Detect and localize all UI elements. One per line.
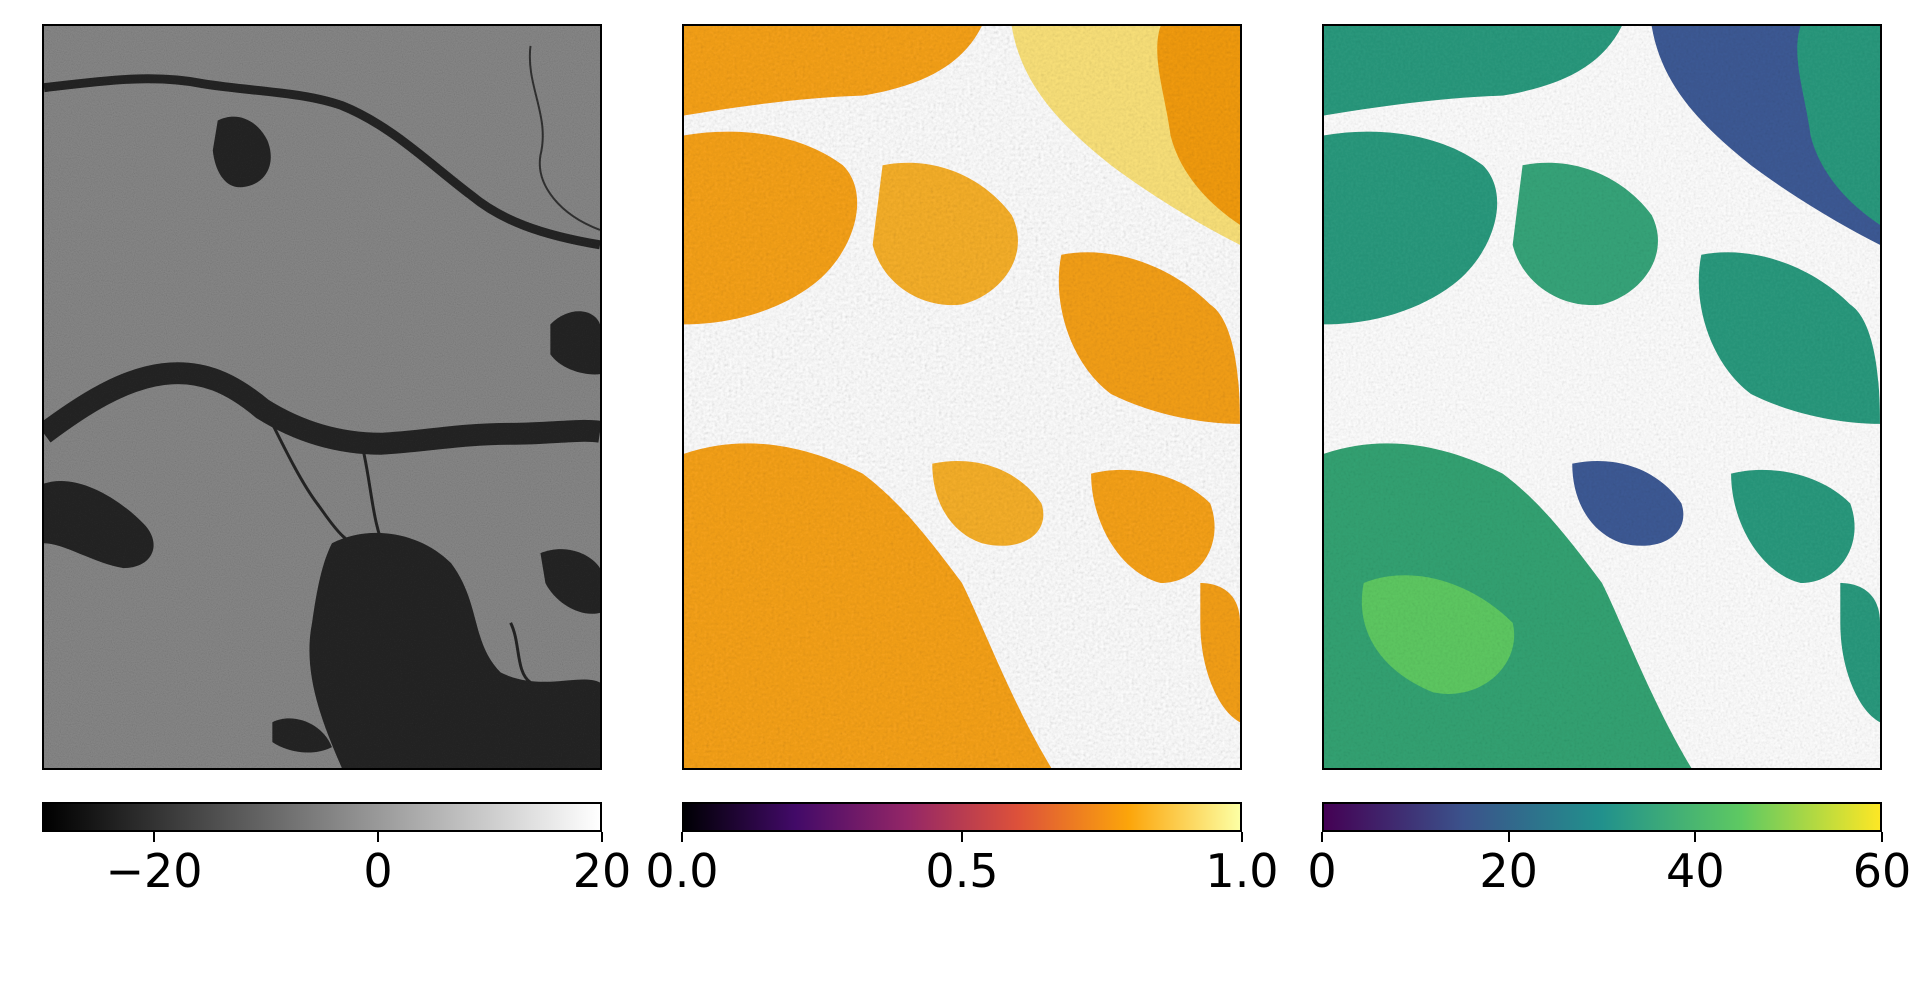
- colorbar-tick: [1241, 832, 1243, 842]
- height-image-panel: [1322, 24, 1882, 770]
- colorbar-tick-label: 60: [1852, 844, 1912, 898]
- colorbar-tick: [961, 832, 963, 842]
- colorbar-tick-label: 40: [1666, 844, 1725, 898]
- colorbar-tick-label: 20: [572, 844, 632, 898]
- colorbar-tick-label: 0: [363, 844, 393, 898]
- colorbar-tick-label: 0: [1307, 844, 1337, 898]
- colorbar-tick-label: 20: [1479, 844, 1538, 898]
- colorbar-tick-label: 1.0: [1205, 844, 1279, 898]
- colorbar-tick: [681, 832, 683, 842]
- colorbar-gray: [42, 802, 602, 832]
- fraction-image-panel: [682, 24, 1242, 770]
- colorbar-viridis: [1322, 802, 1882, 832]
- height-image: [1324, 26, 1880, 768]
- colorbar-tick: [1507, 832, 1510, 842]
- colorbar-tick: [1881, 832, 1883, 842]
- colorbar-inferno: [682, 802, 1242, 832]
- sar-image-panel: [42, 24, 602, 770]
- colorbar-tick-label: 0.5: [925, 844, 999, 898]
- colorbar-tick: [377, 832, 379, 842]
- colorbar-tick: [601, 832, 603, 842]
- colorbar-tick-label: −20: [105, 844, 203, 898]
- colorbar-tick-label: 0.0: [645, 844, 719, 898]
- colorbar-tick: [1321, 832, 1323, 842]
- colorbar-tick: [153, 832, 155, 842]
- colorbar-tick: [1694, 832, 1697, 842]
- fraction-image: [684, 26, 1240, 768]
- sar-image: [44, 26, 600, 768]
